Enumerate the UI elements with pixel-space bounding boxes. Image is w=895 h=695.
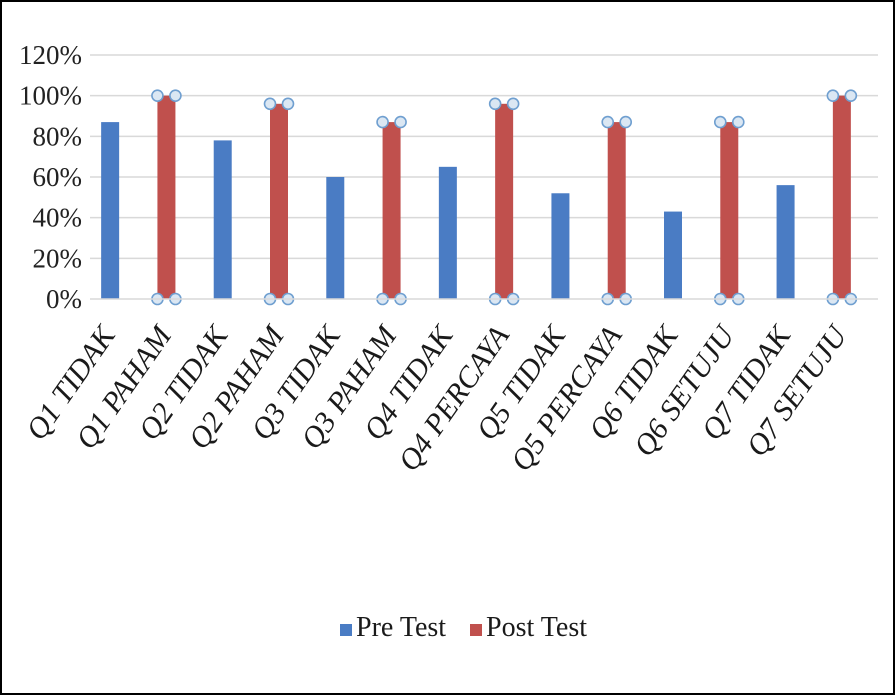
bar-pre-test [664,211,682,299]
selection-handle[interactable] [731,115,745,129]
bar-post-test [382,122,401,299]
legend-swatch [470,624,482,636]
selection-handle[interactable] [281,97,295,111]
selection-handle[interactable] [394,115,407,129]
selection-handle[interactable] [826,89,840,102]
gridlines [90,54,878,260]
selection-handle[interactable] [376,115,389,129]
y-tick-label: 40% [33,203,83,233]
selection-handle[interactable] [488,97,502,111]
selection-handle[interactable] [506,97,520,111]
y-tick-label: 120% [19,40,82,70]
selection-handle[interactable] [263,97,277,111]
bar-post-test [720,122,739,299]
legend-label: Post Test [486,612,587,643]
bar-post-test [270,103,288,299]
y-tick-label: 0% [46,284,82,314]
bar-pre-test [213,140,232,299]
bar-pre-test [326,177,345,299]
selection-handle[interactable] [601,115,615,129]
bar-post-test [607,122,626,299]
legend: Pre Test Post Test [340,612,587,643]
legend-swatch [340,624,352,636]
bar-pre-test [101,122,120,299]
selection-handle[interactable] [169,89,182,102]
bar-post-test [157,95,176,300]
bar-post-test [832,95,851,300]
selection-handle[interactable] [844,89,858,102]
bar-post-test [495,103,514,299]
bars [101,89,858,306]
selection-handle[interactable] [151,89,164,102]
y-tick-label: 80% [33,121,83,151]
legend-label: Pre Test [356,612,446,643]
y-axis-ticks: 0% 20% 40% 60% 80% 100% 120% [19,40,82,314]
bar-pre-test [776,185,795,299]
selection-handle[interactable] [619,115,633,129]
selection-handle[interactable] [713,115,727,129]
bar-pre-test [551,193,570,299]
bar-pre-test [438,166,457,299]
y-tick-label: 60% [33,162,83,192]
y-tick-label: 20% [33,243,83,273]
y-tick-label: 100% [19,81,82,111]
